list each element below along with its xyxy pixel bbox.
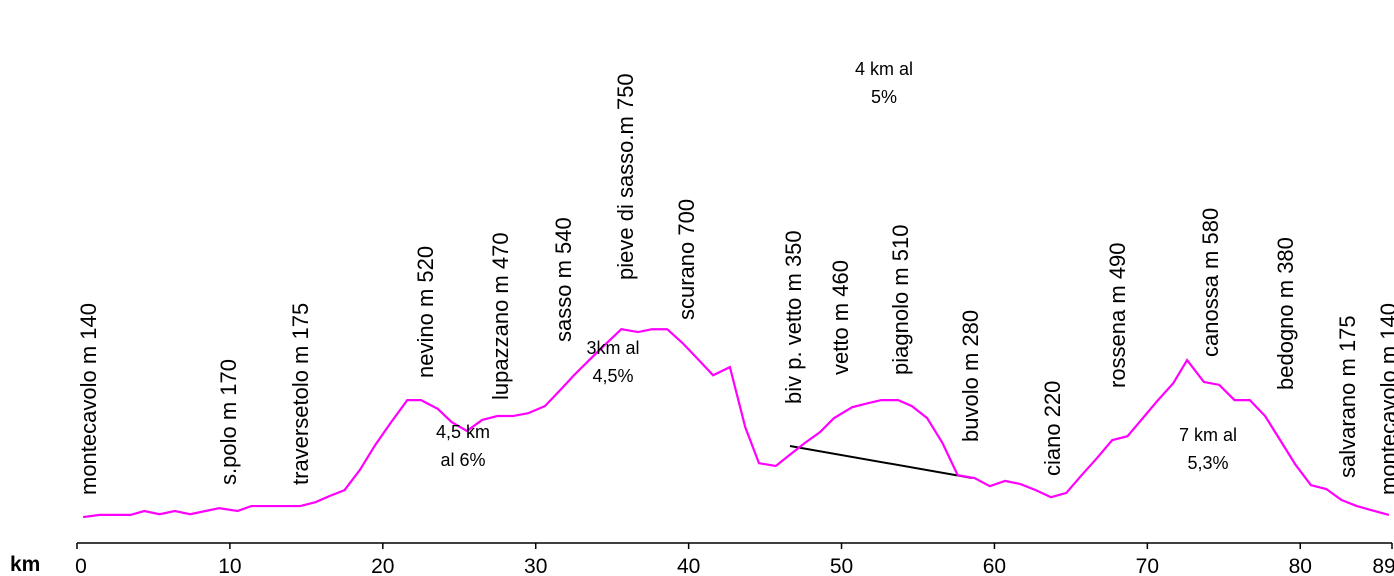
x-tick-label: 60	[983, 555, 1006, 576]
x-tick-label: 20	[371, 555, 394, 576]
x-tick-label: 10	[218, 555, 241, 576]
gradient-note: 7 km al	[1179, 425, 1237, 445]
place-label: ciano 220	[1040, 381, 1065, 476]
place-label: lupazzano m 470	[488, 232, 513, 400]
place-label: s.polo m 170	[216, 359, 241, 485]
place-label: sasso m 540	[551, 217, 576, 342]
place-label: buvolo m 280	[958, 310, 983, 442]
place-label: salvarano m 175	[1335, 315, 1360, 478]
place-label: pieve di sasso.m 750	[613, 73, 638, 280]
x-tick-label: 89	[1372, 555, 1394, 576]
place-label: vetto m 460	[828, 260, 853, 375]
place-label: biv p. vetto m 350	[781, 230, 806, 404]
x-tick-label: 0	[75, 555, 87, 576]
place-label: montecavolo m 140	[1376, 303, 1394, 495]
gradient-note: 4,5%	[592, 366, 633, 386]
x-tick-label: 40	[677, 555, 700, 576]
gradient-note: 5,3%	[1187, 453, 1228, 473]
gradient-note: 4 km al	[855, 59, 913, 79]
place-label: bedogno m 380	[1273, 237, 1298, 390]
x-tick-label: 50	[830, 555, 853, 576]
gradient-note: 5%	[871, 87, 897, 107]
gradient-note: 4,5 km	[436, 422, 490, 442]
gradient-connector	[789, 445, 973, 479]
place-label: traversetolo m 175	[288, 303, 313, 485]
place-label: rossena m 490	[1105, 242, 1130, 388]
place-label: montecavolo m 140	[76, 303, 101, 495]
place-label: nevino m 520	[413, 246, 438, 378]
place-label: canossa m 580	[1198, 208, 1223, 357]
place-label: scurano 700	[674, 199, 699, 320]
place-label: piagnolo m 510	[888, 225, 913, 375]
x-tick-label: 70	[1136, 555, 1159, 576]
x-axis-label: km	[10, 553, 40, 576]
gradient-note: al 6%	[440, 450, 485, 470]
gradient-note: 3km al	[586, 338, 639, 358]
x-tick-label: 80	[1289, 555, 1312, 576]
elevation-line	[82, 328, 1390, 519]
x-tick-label: 30	[524, 555, 547, 576]
